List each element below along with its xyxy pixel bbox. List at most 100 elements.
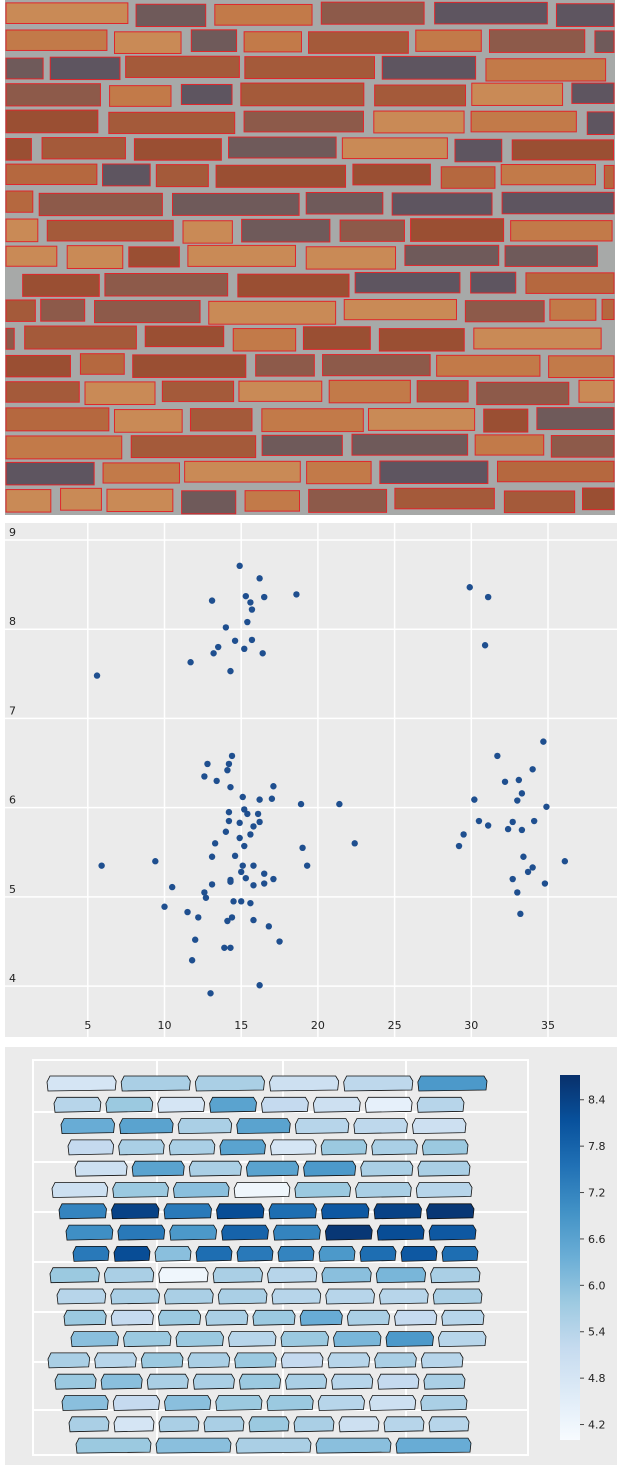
point xyxy=(505,826,511,832)
point xyxy=(476,818,482,824)
brick xyxy=(73,1246,109,1261)
point xyxy=(304,862,310,868)
brick xyxy=(85,382,155,405)
point xyxy=(232,853,238,859)
point xyxy=(243,875,249,881)
brick xyxy=(209,301,336,324)
brick xyxy=(103,164,151,186)
brick xyxy=(511,221,612,241)
brick xyxy=(217,1204,265,1219)
brick xyxy=(165,1289,214,1304)
brick xyxy=(80,354,124,375)
brick xyxy=(61,1119,115,1134)
brick xyxy=(245,491,299,511)
brick xyxy=(253,1310,295,1325)
brick xyxy=(386,1332,434,1347)
brick xyxy=(233,329,295,351)
brick xyxy=(352,434,468,455)
brick xyxy=(416,1183,472,1198)
colorbar-label: 8.4 xyxy=(588,1094,606,1107)
brick xyxy=(6,246,57,266)
brick xyxy=(319,1246,355,1261)
brick xyxy=(329,380,410,403)
brick xyxy=(193,1374,234,1389)
brick xyxy=(222,1225,269,1240)
point xyxy=(209,597,215,603)
point xyxy=(255,811,261,817)
point xyxy=(210,650,216,656)
point xyxy=(189,957,195,963)
point xyxy=(261,594,267,600)
brick xyxy=(271,1140,317,1155)
brick xyxy=(239,381,322,401)
brick xyxy=(421,1396,467,1411)
brick xyxy=(6,382,79,402)
brick xyxy=(6,219,38,242)
point xyxy=(227,879,233,885)
point xyxy=(241,843,247,849)
brick xyxy=(439,1332,487,1347)
brick xyxy=(395,488,494,509)
brick xyxy=(6,58,43,79)
brick xyxy=(374,111,464,133)
brick xyxy=(183,221,232,243)
point xyxy=(250,823,256,829)
brick xyxy=(431,1268,480,1283)
x-tick-label: 35 xyxy=(541,1019,555,1032)
colorbar-label: 7.8 xyxy=(588,1140,606,1153)
point xyxy=(203,895,209,901)
brick xyxy=(550,299,596,320)
brick xyxy=(549,356,614,378)
brick xyxy=(418,1161,470,1176)
brick xyxy=(109,112,235,133)
point xyxy=(226,818,232,824)
brick xyxy=(379,329,464,351)
brick xyxy=(114,1417,154,1432)
point xyxy=(230,898,236,904)
brick-photo xyxy=(5,0,615,515)
point xyxy=(187,659,193,665)
brick xyxy=(304,1161,356,1176)
brick xyxy=(361,1161,413,1176)
brick xyxy=(69,1417,109,1432)
y-tick-label: 6 xyxy=(9,794,16,807)
point xyxy=(238,869,244,875)
brick xyxy=(6,408,109,431)
brick xyxy=(118,1225,165,1240)
brick xyxy=(344,300,456,320)
brick xyxy=(136,4,206,26)
brick xyxy=(54,1097,101,1112)
point xyxy=(540,738,546,744)
point xyxy=(226,761,232,767)
brick xyxy=(185,461,301,482)
brick xyxy=(411,219,504,242)
brick xyxy=(57,1289,106,1304)
brick xyxy=(101,1374,142,1389)
brick xyxy=(380,1289,429,1304)
point xyxy=(241,646,247,652)
brick xyxy=(313,1097,360,1112)
brick xyxy=(124,1332,172,1347)
brick xyxy=(372,1140,418,1155)
point xyxy=(460,831,466,837)
brick xyxy=(229,137,337,158)
point xyxy=(562,858,568,864)
brick xyxy=(465,301,544,322)
brick xyxy=(242,219,330,242)
point xyxy=(259,650,265,656)
brick xyxy=(215,4,312,25)
point xyxy=(531,818,537,824)
point xyxy=(482,642,488,648)
brick xyxy=(131,436,255,458)
point xyxy=(270,876,276,882)
brick xyxy=(318,1396,364,1411)
brick xyxy=(392,193,492,215)
brick xyxy=(376,1268,425,1283)
brick xyxy=(374,1204,422,1219)
x-tick-label: 10 xyxy=(158,1019,172,1032)
brick xyxy=(429,1417,469,1432)
brick xyxy=(112,1204,160,1219)
brick xyxy=(25,326,137,349)
y-tick-label: 8 xyxy=(9,615,16,628)
brick xyxy=(602,299,614,319)
